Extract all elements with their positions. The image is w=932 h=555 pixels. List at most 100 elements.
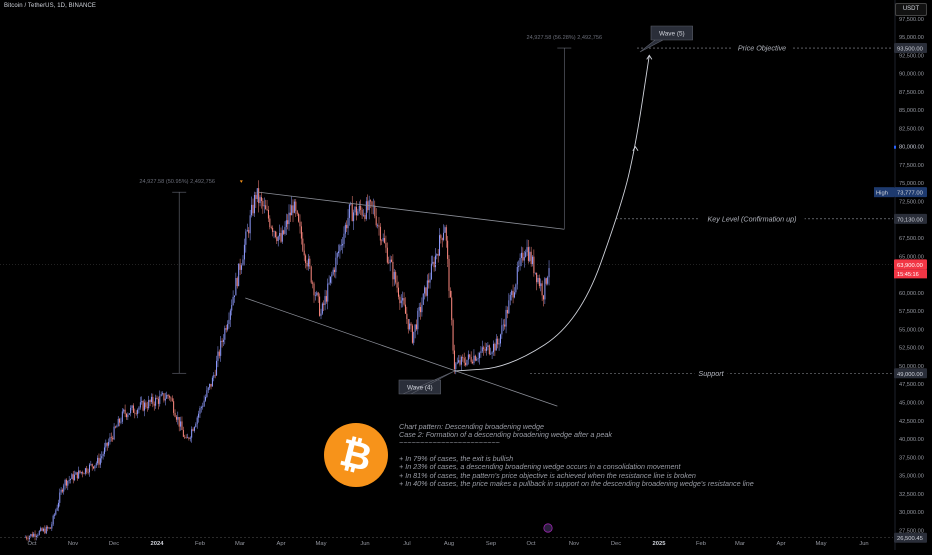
candle-body	[86, 468, 88, 473]
candle-body	[316, 292, 318, 296]
candle-body	[142, 401, 144, 411]
candle-body	[343, 233, 345, 244]
candle-body	[285, 220, 287, 228]
candle-body	[287, 220, 289, 225]
candle-body	[243, 244, 245, 260]
tag-price-objective-bg	[894, 43, 927, 54]
x-tick-label: Jun	[360, 541, 369, 547]
candle-body	[350, 203, 352, 205]
candle-body	[148, 400, 150, 409]
candle-body	[266, 209, 268, 210]
candle-body	[432, 261, 434, 264]
candle-body	[417, 310, 419, 330]
candle-body	[45, 526, 47, 534]
wave4-label: Wave (4)	[407, 385, 433, 392]
symbol-title[interactable]: Bitcoin / TetherUS, 1D, BINANCE	[4, 3, 97, 9]
candle-body	[320, 313, 322, 316]
candle-body	[138, 407, 140, 410]
candle-body	[381, 240, 383, 242]
candle-body	[324, 296, 326, 305]
candle-body	[160, 394, 162, 397]
candle-body	[113, 426, 115, 440]
candle-body	[71, 474, 73, 479]
candle-body	[452, 320, 454, 351]
candle-body	[407, 319, 409, 330]
candle-body	[522, 252, 524, 261]
candle-body	[67, 480, 69, 486]
candle-body	[242, 259, 244, 266]
x-tick-label: May	[816, 541, 827, 547]
x-tick-label: Nov	[569, 541, 579, 547]
candle-body	[508, 300, 510, 314]
candle-body	[410, 323, 412, 326]
candle-body	[63, 485, 65, 492]
candle-body	[302, 238, 304, 251]
candle-body	[399, 296, 401, 304]
currency-button[interactable]: USDT	[895, 3, 927, 16]
candle-body	[202, 406, 204, 408]
candle-body	[214, 374, 216, 376]
candle-body	[156, 397, 158, 399]
candle-body	[123, 409, 125, 412]
candle-body	[310, 266, 312, 283]
candle-body	[364, 214, 366, 219]
candle-body	[388, 262, 390, 264]
candle-body	[116, 426, 118, 428]
candle-body	[384, 238, 386, 243]
candle-body	[26, 537, 28, 539]
y-tick-label: 37,500.00	[899, 455, 924, 461]
tag-countdown: 15:45:16	[897, 272, 919, 278]
candle-body	[33, 533, 35, 537]
candle-body	[444, 227, 446, 233]
candle-body	[453, 350, 455, 370]
candle-body	[505, 309, 507, 327]
candle-body	[78, 470, 80, 479]
candle-body	[101, 456, 103, 459]
y-tick-label: 75,000.00	[899, 181, 924, 187]
candle-body	[262, 200, 264, 207]
candle-body	[542, 295, 544, 300]
wedge-support-line	[245, 297, 558, 407]
candle-body	[295, 201, 297, 211]
candle-body	[127, 414, 129, 418]
wave5-label-box	[639, 25, 693, 53]
candle-body	[210, 383, 212, 387]
candle-body	[229, 310, 231, 320]
event-icon	[543, 523, 553, 533]
candle-body	[433, 261, 435, 268]
candle-body	[421, 304, 423, 313]
y-tick-label: 52,500.00	[899, 346, 924, 352]
candle-body	[448, 258, 450, 291]
candle-body	[110, 437, 112, 438]
candle-body	[225, 328, 227, 330]
y-tick-label: 32,500.00	[899, 492, 924, 498]
candle-body	[167, 394, 169, 397]
candle-body	[60, 489, 62, 493]
candle-body	[479, 353, 481, 359]
candle-body	[386, 247, 388, 263]
candle-body	[166, 394, 168, 399]
candle-body	[526, 247, 528, 253]
candle-body	[538, 277, 540, 287]
candle-body	[512, 290, 514, 298]
y-tick-label: 80,000.00	[899, 145, 924, 151]
x-tick-label: Sep	[486, 541, 496, 547]
note-line: + In 40% of cases, the price makes a pul…	[399, 478, 754, 488]
candle-body	[513, 292, 515, 298]
candle-body	[211, 377, 213, 387]
candle-body	[232, 296, 234, 306]
candle-body	[498, 343, 500, 345]
candle-body	[41, 528, 43, 531]
candle-body	[319, 296, 321, 316]
candle-body	[392, 261, 394, 280]
candle-body	[449, 290, 451, 298]
candle-body	[258, 188, 260, 204]
candle-body	[245, 231, 247, 245]
candle-body	[84, 468, 86, 474]
candle-body	[525, 252, 527, 258]
candle-body	[152, 396, 154, 404]
x-tick-label: Feb	[195, 541, 205, 547]
candle-body	[224, 328, 226, 340]
